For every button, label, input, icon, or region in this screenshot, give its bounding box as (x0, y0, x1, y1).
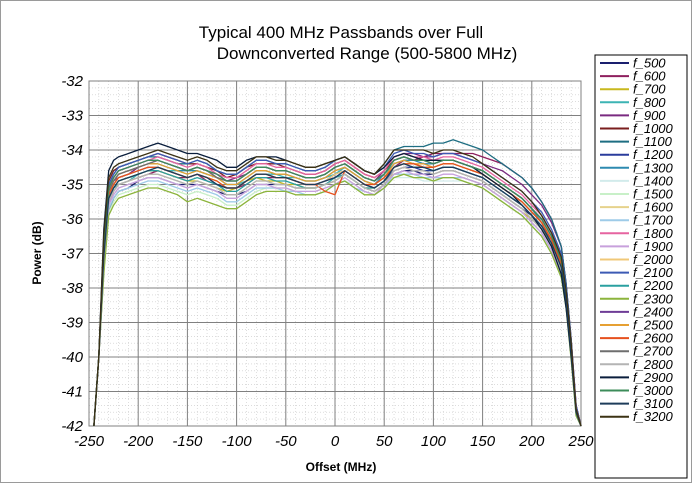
y-tick-label: -40 (61, 349, 83, 366)
y-tick-label: -32 (61, 73, 83, 90)
legend-label: f_2800 (633, 357, 674, 372)
series-line-f-2300 (93, 173, 582, 427)
legend-label: f_3200 (633, 409, 674, 424)
y-tick-label: -33 (61, 108, 83, 125)
legend-label: f_1600 (633, 200, 674, 215)
legend-label: f_1300 (633, 160, 674, 175)
y-tick-labels: -32 -33 -34 -35 -36 -37 -38 -39 -40 -41 -42 (61, 73, 83, 435)
legend-label: f_500 (633, 56, 666, 71)
legend-label: f_2200 (633, 278, 674, 293)
y-tick-label: -36 (61, 211, 83, 228)
legend (594, 54, 688, 479)
x-axis-label: Offset (MHz) (306, 460, 377, 474)
series-line-f-1800 (93, 152, 582, 427)
legend-label: f_2700 (633, 344, 674, 359)
y-axis-label: Power (dB) (30, 221, 44, 284)
legend-label: f_2300 (633, 291, 674, 306)
legend-label: f_3000 (633, 383, 674, 398)
legend-label: f_2400 (633, 304, 674, 319)
major-grid (88, 80, 582, 427)
x-tick-label: 250 (567, 433, 594, 450)
series-lines (93, 139, 582, 427)
x-tick-labels: -250 -200 -150 -100 -50 0 50 100 150 200 250 (74, 433, 594, 450)
chart-title-line2: Downconverted Range (500-5800 MHz) (217, 44, 518, 63)
legend-label: f_2900 (633, 370, 674, 385)
legend-label: f_700 (633, 82, 666, 97)
series-line-f-3200 (93, 149, 582, 427)
x-tick-label: 100 (421, 433, 447, 450)
y-tick-label: -37 (61, 246, 83, 263)
legend-label: f_1800 (633, 226, 674, 241)
legend-label: f_2000 (633, 252, 674, 267)
x-tick-label: 200 (518, 433, 545, 450)
legend-label: f_2100 (633, 265, 674, 280)
legend-label: f_1900 (633, 239, 674, 254)
y-tick-label: -35 (61, 177, 83, 194)
legend-items: f_500f_600f_700f_800f_900f_1000f_1100f_1… (600, 56, 674, 424)
legend-label: f_600 (633, 69, 666, 84)
legend-label: f_900 (633, 108, 666, 123)
chart-title-line1: Typical 400 MHz Passbands over Full (199, 23, 483, 42)
legend-label: f_1200 (633, 147, 674, 162)
legend-label: f_3100 (633, 396, 674, 411)
legend-label: f_1500 (633, 187, 674, 202)
legend-label: f_2600 (633, 331, 674, 346)
x-tick-label: 0 (331, 433, 340, 450)
x-tick-label: -100 (222, 433, 253, 450)
x-tick-label: -150 (172, 433, 203, 450)
x-tick-label: -200 (123, 433, 154, 450)
x-tick-label: 50 (376, 433, 393, 450)
legend-label: f_1400 (633, 173, 674, 188)
y-tick-label: -38 (61, 280, 83, 297)
x-tick-label: 150 (470, 433, 496, 450)
legend-label: f_1100 (633, 134, 673, 149)
legend-label: f_800 (633, 95, 666, 110)
series-line-f-2800 (93, 166, 582, 427)
legend-label: f_1700 (633, 213, 674, 228)
x-tick-label: -50 (275, 433, 297, 450)
legend-label: f_2500 (633, 318, 674, 333)
y-tick-label: -41 (61, 384, 83, 401)
x-tick-label: -250 (74, 433, 105, 450)
y-tick-label: -34 (61, 142, 83, 159)
legend-label: f_1000 (633, 121, 674, 136)
series-line-f-3100 (93, 163, 582, 427)
series-line-f-3000 (93, 156, 582, 427)
y-tick-label: -39 (61, 315, 83, 332)
y-tick-label: -42 (61, 418, 83, 435)
